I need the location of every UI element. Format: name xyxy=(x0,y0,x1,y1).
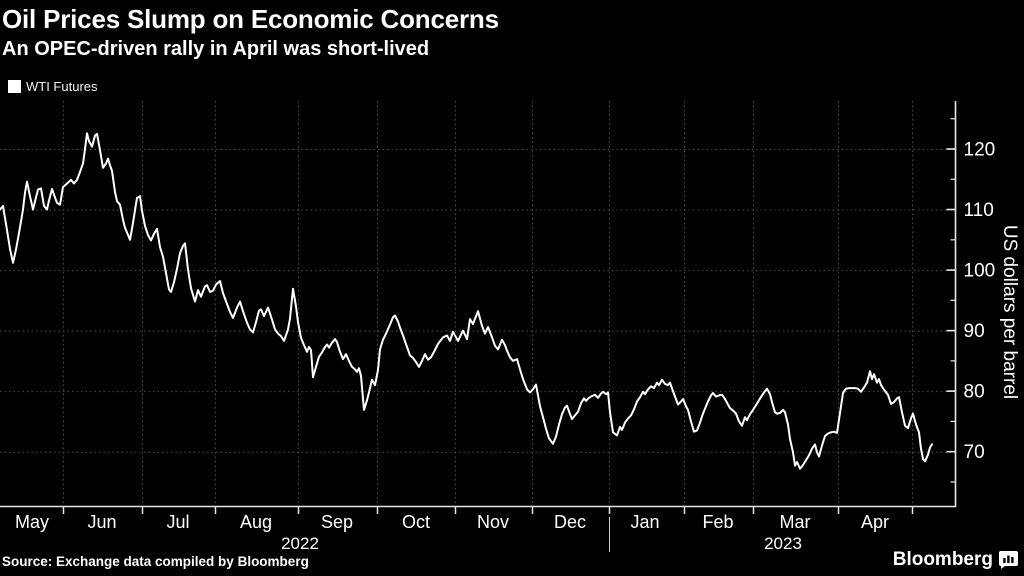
y-axis-tick-label: 80 xyxy=(964,382,985,403)
legend-label: WTI Futures xyxy=(26,79,98,94)
page-title: Oil Prices Slump on Economic Concerns xyxy=(2,4,499,34)
y-axis-tick-label: 70 xyxy=(964,442,985,463)
source-note: Source: Exchange data compiled by Bloomb… xyxy=(2,554,309,569)
bloomberg-wordmark: Bloomberg xyxy=(892,549,993,570)
axis-frame xyxy=(0,101,957,508)
x-axis-month-label: Apr xyxy=(861,512,889,532)
y-axis-tick-label: 120 xyxy=(964,140,996,161)
bloomberg-chart-bubble-icon xyxy=(999,551,1018,569)
branding: Bloomberg xyxy=(893,549,1018,571)
x-axis-month-label: Feb xyxy=(702,512,733,532)
y-axis-tick-label: 90 xyxy=(964,321,985,342)
x-axis-month-label: Jun xyxy=(87,512,116,532)
y-axis-tick-label: 110 xyxy=(964,200,994,221)
x-axis-month-label: Jul xyxy=(166,512,189,532)
x-axis-year-label: 2023 xyxy=(764,534,802,553)
page-subtitle: An OPEC-driven rally in April was short-… xyxy=(2,38,430,60)
x-axis-month-label: Aug xyxy=(240,512,272,532)
legend: WTI Futures xyxy=(8,79,98,94)
x-axis-month-label: Sep xyxy=(321,512,353,532)
wti-futures-line xyxy=(0,132,933,470)
x-axis-month-label: Oct xyxy=(402,512,430,532)
x-axis-month-label: May xyxy=(15,512,49,532)
y-axis-title: US dollars per barrel xyxy=(999,225,1020,399)
legend-swatch-icon xyxy=(8,80,21,93)
x-axis-month-label: Jan xyxy=(630,512,659,532)
x-axis-month-label: Dec xyxy=(554,512,586,532)
y-axis-tick-label: 100 xyxy=(964,261,996,282)
x-axis-month-label: Nov xyxy=(477,512,509,532)
x-axis-year-label: 2022 xyxy=(281,534,319,553)
x-axis-month-label: Mar xyxy=(780,512,811,532)
